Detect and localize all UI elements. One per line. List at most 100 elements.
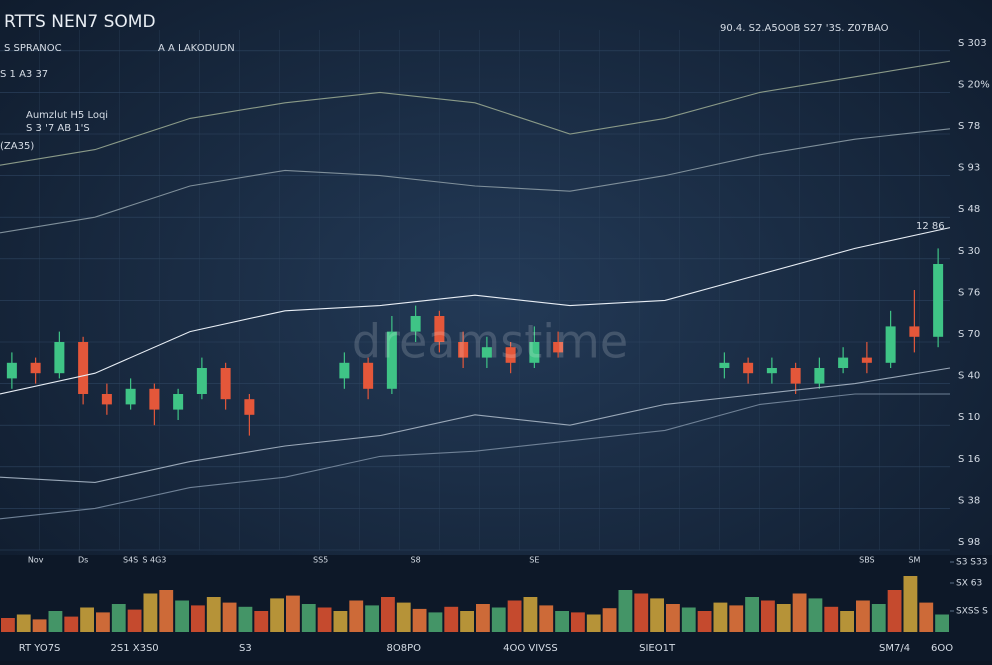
y-tick-label: SX 63 [956,579,982,589]
y-tick-label: SXSS S [956,607,988,617]
volume-bar [555,611,569,632]
volume-bar [856,600,870,632]
volume-bar [16,614,31,632]
y-tick-label: S 78 [958,121,980,132]
annotation: 12 86 [916,221,945,232]
x-tick-label: 6OO [931,643,953,654]
y-tick-label: S 40 [958,371,980,382]
x-tick-label: SS5 [313,556,328,565]
volume-bar [159,590,174,632]
volume-bar [634,593,649,632]
annotation: Aumzlut H5 Loqi [26,110,108,121]
x-tick-label: S4S [123,556,138,565]
y-tick-label: S 38 [958,495,980,506]
candle-body [743,362,754,374]
candle-body [505,347,516,363]
volume-bar [1,618,15,632]
volume-bar [507,600,522,632]
trend-line [0,393,950,520]
volume-bar [254,611,269,632]
volume-bar [681,607,696,632]
volume-bar [539,605,554,632]
volume-bar [206,597,221,632]
volume-bar [111,604,126,632]
volume-bar [761,600,775,632]
candle-body [6,362,17,379]
volume-bar [412,608,427,632]
candle-body [101,394,112,405]
volume-bar [333,611,348,632]
candle-body [790,368,801,384]
y-tick-label: S3 S33 [956,558,987,568]
candle-body [78,342,89,394]
x-tick-label: S8 [411,556,421,565]
vertical-grid [0,30,950,550]
chart-title: RTTS NEN7 SOMD [4,12,156,32]
trend-line [0,128,951,234]
candle-body [386,331,397,389]
x-tick-label: S 4G3 [142,556,166,565]
annotation: A A LAKODUDN [158,43,235,54]
volume-bar [191,605,205,632]
volume-bar [571,612,585,632]
volume-bar [650,598,664,632]
volume-bar [365,605,379,632]
watermark: dreamstime [352,315,628,369]
y-tick-label: S 10 [958,412,980,423]
candle-body [434,316,445,342]
volume-bar [808,598,823,632]
y-tick-label: S 16 [958,454,980,465]
y-tick-label: S 70 [958,329,980,340]
candle-body [458,342,469,358]
volume-bar [919,602,934,632]
volume-bar [776,604,791,632]
x-tick-label: SBS [859,556,875,565]
candle-body [719,362,730,368]
y-tick-label: S 48 [958,204,980,215]
annotation: S 1 A3 37 [0,69,48,80]
volume-bar [396,602,411,632]
volume-bar [792,593,807,632]
volume-bar [127,609,142,632]
candle-body [196,368,207,394]
volume-bar [840,611,854,632]
candle-body [814,368,825,384]
volume-bar [476,604,490,632]
candle-body [54,342,65,374]
candle-body [410,316,421,332]
candle-body [885,326,896,363]
volume-bar [80,607,94,632]
volume-bar [349,600,364,632]
candle-body [30,362,41,374]
volume-bar [666,604,680,632]
x-tick-label: 4OO VIVSS [503,643,558,654]
candle-body [553,342,564,353]
volume-bar [618,590,633,632]
trend-line [0,60,951,166]
x-tick-label: SIEO1T [639,643,676,654]
candle-body [173,394,184,410]
volume-bar [96,612,110,632]
y-tick-label: S 76 [958,287,980,298]
volume-bar [460,611,474,632]
candle-body [909,326,920,337]
volume-bar [317,607,332,632]
volume-bar [143,593,158,632]
x-tick-label: SM7/4 [879,643,910,654]
volume-bar [523,597,538,632]
x-tick-label: Nov [28,556,44,565]
trend-line [0,367,951,483]
candle-body [529,342,540,363]
y-tick-label: S 30 [958,246,980,257]
volume-bar [286,595,300,632]
candle-body [220,368,231,400]
volume-bar [64,616,79,632]
annotation: S SPRANOC [4,43,62,54]
x-tick-label: SM [908,556,920,565]
volume-bar [270,598,284,632]
y-tick-label: S 303 [958,38,987,49]
candle-body [339,362,350,379]
volume-bar [444,606,459,632]
volume-bar [824,606,839,632]
